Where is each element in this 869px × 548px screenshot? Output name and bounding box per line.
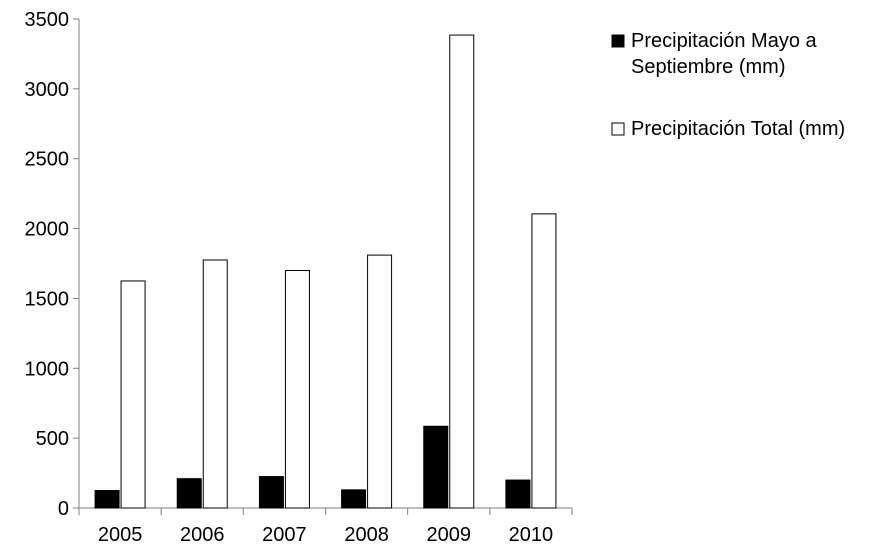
x-tick-label: 2006	[180, 524, 225, 546]
bar-total	[120, 280, 146, 509]
y-tick-label: 2000	[25, 219, 70, 241]
y-tick-label: 2500	[25, 149, 70, 171]
y-tick-label: 1000	[25, 358, 70, 380]
bar-total	[531, 213, 557, 509]
y-tick-label: 0	[58, 498, 69, 520]
bar-total	[202, 259, 228, 509]
x-tick-label: 2010	[509, 524, 554, 546]
bar-may-sep	[258, 476, 284, 509]
bar-may-sep	[423, 425, 449, 509]
x-tick-label: 2007	[262, 524, 307, 546]
bar-total	[367, 254, 393, 509]
legend-swatch-total	[611, 122, 625, 136]
x-axis: 2005 2006 2007 2008 2009 2010	[78, 507, 573, 546]
bar-may-sep	[176, 478, 202, 509]
bar-total	[449, 34, 475, 509]
x-tick-label: 2005	[98, 524, 143, 546]
legend-label: Septiembre (mm)	[631, 56, 785, 78]
legend: Precipitación Mayo a Septiembre (mm) Preci…	[611, 30, 845, 140]
x-tick-label: 2009	[427, 524, 472, 546]
legend-swatch-may-sep	[611, 34, 625, 48]
legend-label: Precipitación Mayo a	[631, 30, 818, 52]
bar-may-sep	[505, 479, 531, 509]
legend-label: Precipitación Total (mm)	[631, 118, 845, 140]
y-tick-label: 3500	[25, 9, 70, 31]
bar-total	[284, 269, 310, 509]
y-tick-label: 1500	[25, 288, 70, 310]
y-axis: 0 500 1000 1500 2000 2500 3000 3500	[25, 9, 80, 520]
bars	[94, 34, 557, 509]
y-tick-label: 3000	[25, 79, 70, 101]
y-tick-label: 500	[36, 428, 69, 450]
bar-may-sep	[94, 490, 120, 509]
bar-may-sep	[341, 489, 367, 509]
x-tick-label: 2008	[344, 524, 389, 546]
